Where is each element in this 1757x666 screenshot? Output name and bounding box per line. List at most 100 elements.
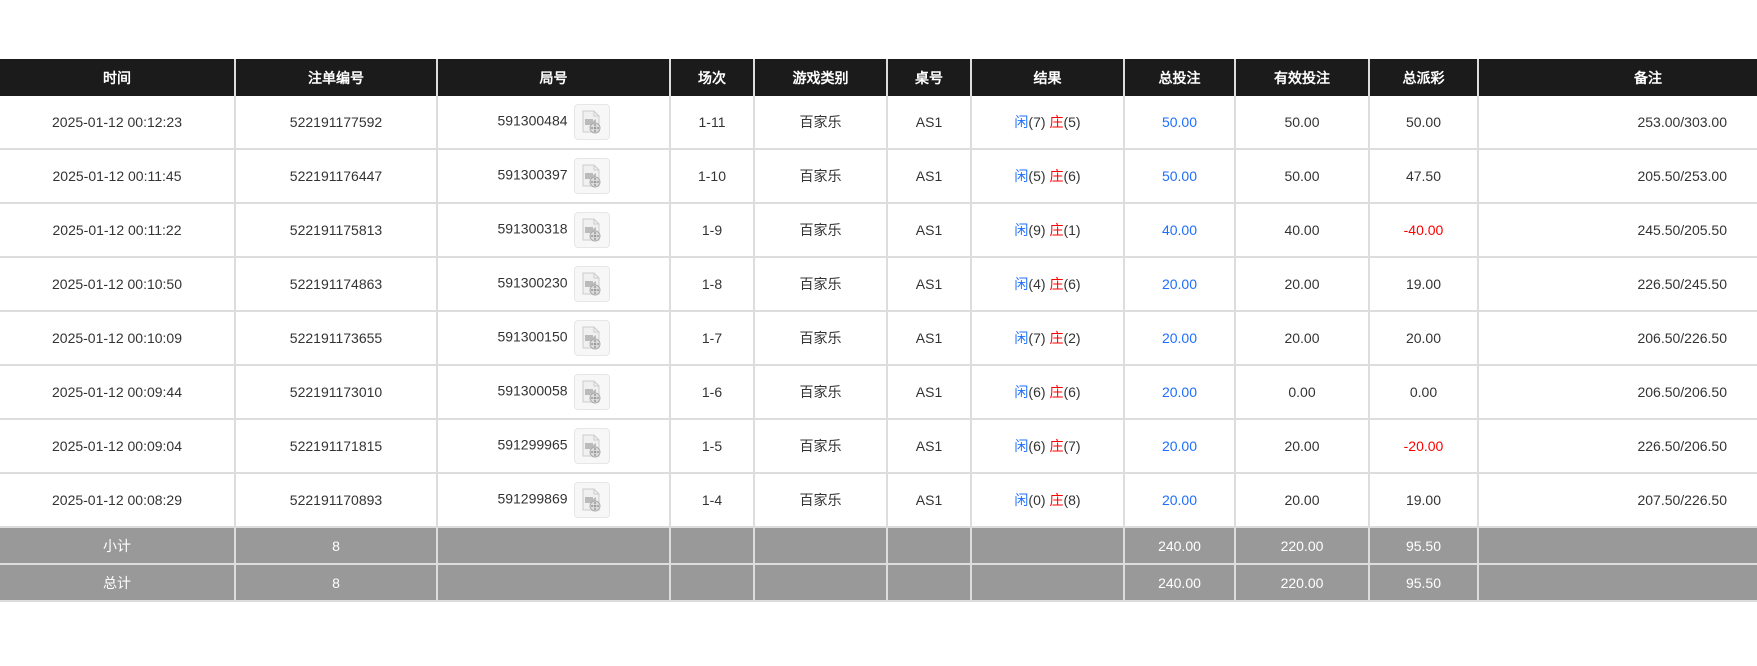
banker-label: 庄 (1049, 114, 1064, 130)
summary-valid-bet: 220.00 (1234, 564, 1370, 602)
table-cell: AS1 (886, 473, 972, 528)
summary-count: 8 (234, 527, 438, 565)
remark-cell: 206.50/206.50 (1477, 365, 1757, 420)
time-cell: 2025-01-12 00:10:50 (0, 257, 236, 312)
video-replay-icon[interactable] (573, 320, 610, 356)
round-cell: 591300058 (436, 365, 671, 420)
summary-label: 总计 (0, 564, 236, 602)
shoe-cell: 1-8 (669, 257, 755, 312)
video-replay-icon[interactable] (573, 428, 610, 464)
remark-cell: 207.50/226.50 (1477, 473, 1757, 528)
summary-count: 8 (234, 564, 438, 602)
shoe-cell: 1-11 (669, 96, 755, 150)
total-bet-cell: 50.00 (1123, 96, 1236, 150)
player-score: (6) (1028, 384, 1046, 400)
banker-score: (6) (1063, 384, 1081, 400)
round-cell: 591300397 (436, 149, 671, 204)
table-row: 2025-01-12 00:10:09 522191173655 5913001… (0, 311, 1757, 366)
total-row: 总计 8 240.00 220.00 95.50 (0, 564, 1757, 602)
total-bet-cell: 20.00 (1123, 311, 1236, 366)
round-cell: 591300318 (436, 203, 671, 258)
total-bet-cell: 20.00 (1123, 473, 1236, 528)
game-type-cell: 百家乐 (753, 365, 888, 420)
remark-cell: 245.50/205.50 (1477, 203, 1757, 258)
bet-id-cell: 522191173655 (234, 311, 438, 366)
player-score: (7) (1028, 114, 1046, 130)
bet-id-cell: 522191174863 (234, 257, 438, 312)
player-label: 闲 (1014, 438, 1029, 454)
valid-bet-cell: 50.00 (1234, 96, 1370, 150)
video-replay-icon[interactable] (573, 212, 610, 248)
shoe-cell: 1-10 (669, 149, 755, 204)
time-cell: 2025-01-12 00:10:09 (0, 311, 236, 366)
shoe-cell: 1-7 (669, 311, 755, 366)
table-cell: AS1 (886, 365, 972, 420)
header-table: 桌号 (886, 59, 971, 96)
valid-bet-cell: 20.00 (1234, 473, 1370, 528)
payout-cell: 47.50 (1368, 149, 1479, 204)
video-replay-icon[interactable] (573, 104, 610, 140)
banker-score: (7) (1063, 438, 1081, 454)
result-cell: 闲(0) 庄(8) (970, 473, 1125, 528)
round-number: 591300230 (497, 274, 568, 291)
summary-total-bet: 240.00 (1123, 564, 1236, 602)
time-cell: 2025-01-12 00:11:45 (0, 149, 236, 204)
header-valid-bet: 有效投注 (1234, 59, 1369, 96)
round-number: 591300318 (497, 220, 568, 237)
header-bet-id: 注单编号 (234, 59, 437, 96)
header-round: 局号 (436, 59, 670, 96)
table-cell: AS1 (886, 96, 972, 150)
player-label: 闲 (1014, 168, 1029, 184)
video-replay-icon[interactable] (573, 374, 610, 410)
result-cell: 闲(9) 庄(1) (970, 203, 1125, 258)
valid-bet-cell: 0.00 (1234, 365, 1370, 420)
header-payout: 总派彩 (1368, 59, 1478, 96)
total-bet-cell: 20.00 (1123, 365, 1236, 420)
banker-score: (8) (1063, 492, 1081, 508)
table-cell: AS1 (886, 419, 972, 474)
banker-label: 庄 (1049, 168, 1064, 184)
table-row: 2025-01-12 00:08:29 522191170893 5912998… (0, 473, 1757, 528)
round-cell: 591299869 (436, 473, 671, 528)
bet-id-cell: 522191173010 (234, 365, 438, 420)
banker-label: 庄 (1049, 492, 1064, 508)
header-time: 时间 (0, 59, 235, 96)
game-type-cell: 百家乐 (753, 419, 888, 474)
payout-cell: -40.00 (1368, 203, 1479, 258)
table-cell: AS1 (886, 311, 972, 366)
header-shoe: 场次 (669, 59, 754, 96)
round-cell: 591299965 (436, 419, 671, 474)
summary-label: 小计 (0, 527, 236, 565)
time-cell: 2025-01-12 00:11:22 (0, 203, 236, 258)
total-bet-cell: 40.00 (1123, 203, 1236, 258)
table-row: 2025-01-12 00:12:23 522191177592 5913004… (0, 96, 1757, 150)
valid-bet-cell: 50.00 (1234, 149, 1370, 204)
banker-score: (2) (1063, 330, 1081, 346)
bet-id-cell: 522191171815 (234, 419, 438, 474)
video-replay-icon[interactable] (573, 158, 610, 194)
table-row: 2025-01-12 00:10:50 522191174863 5913002… (0, 257, 1757, 312)
banker-label: 庄 (1049, 384, 1064, 400)
result-cell: 闲(6) 庄(7) (970, 419, 1125, 474)
summary-total-bet: 240.00 (1123, 527, 1236, 565)
player-score: (5) (1028, 168, 1046, 184)
player-score: (7) (1028, 330, 1046, 346)
banker-score: (6) (1063, 276, 1081, 292)
round-cell: 591300150 (436, 311, 671, 366)
valid-bet-cell: 40.00 (1234, 203, 1370, 258)
remark-cell: 226.50/206.50 (1477, 419, 1757, 474)
shoe-cell: 1-5 (669, 419, 755, 474)
player-label: 闲 (1014, 114, 1029, 130)
bet-id-cell: 522191175813 (234, 203, 438, 258)
game-type-cell: 百家乐 (753, 257, 888, 312)
video-replay-icon[interactable] (573, 482, 610, 518)
video-replay-icon[interactable] (573, 266, 610, 302)
game-type-cell: 百家乐 (753, 149, 888, 204)
header-result: 结果 (970, 59, 1124, 96)
round-number: 591300150 (497, 328, 568, 345)
round-cell: 591300230 (436, 257, 671, 312)
player-score: (0) (1028, 492, 1046, 508)
bet-id-cell: 522191177592 (234, 96, 438, 150)
banker-label: 庄 (1049, 276, 1064, 292)
banker-score: (5) (1063, 114, 1081, 130)
